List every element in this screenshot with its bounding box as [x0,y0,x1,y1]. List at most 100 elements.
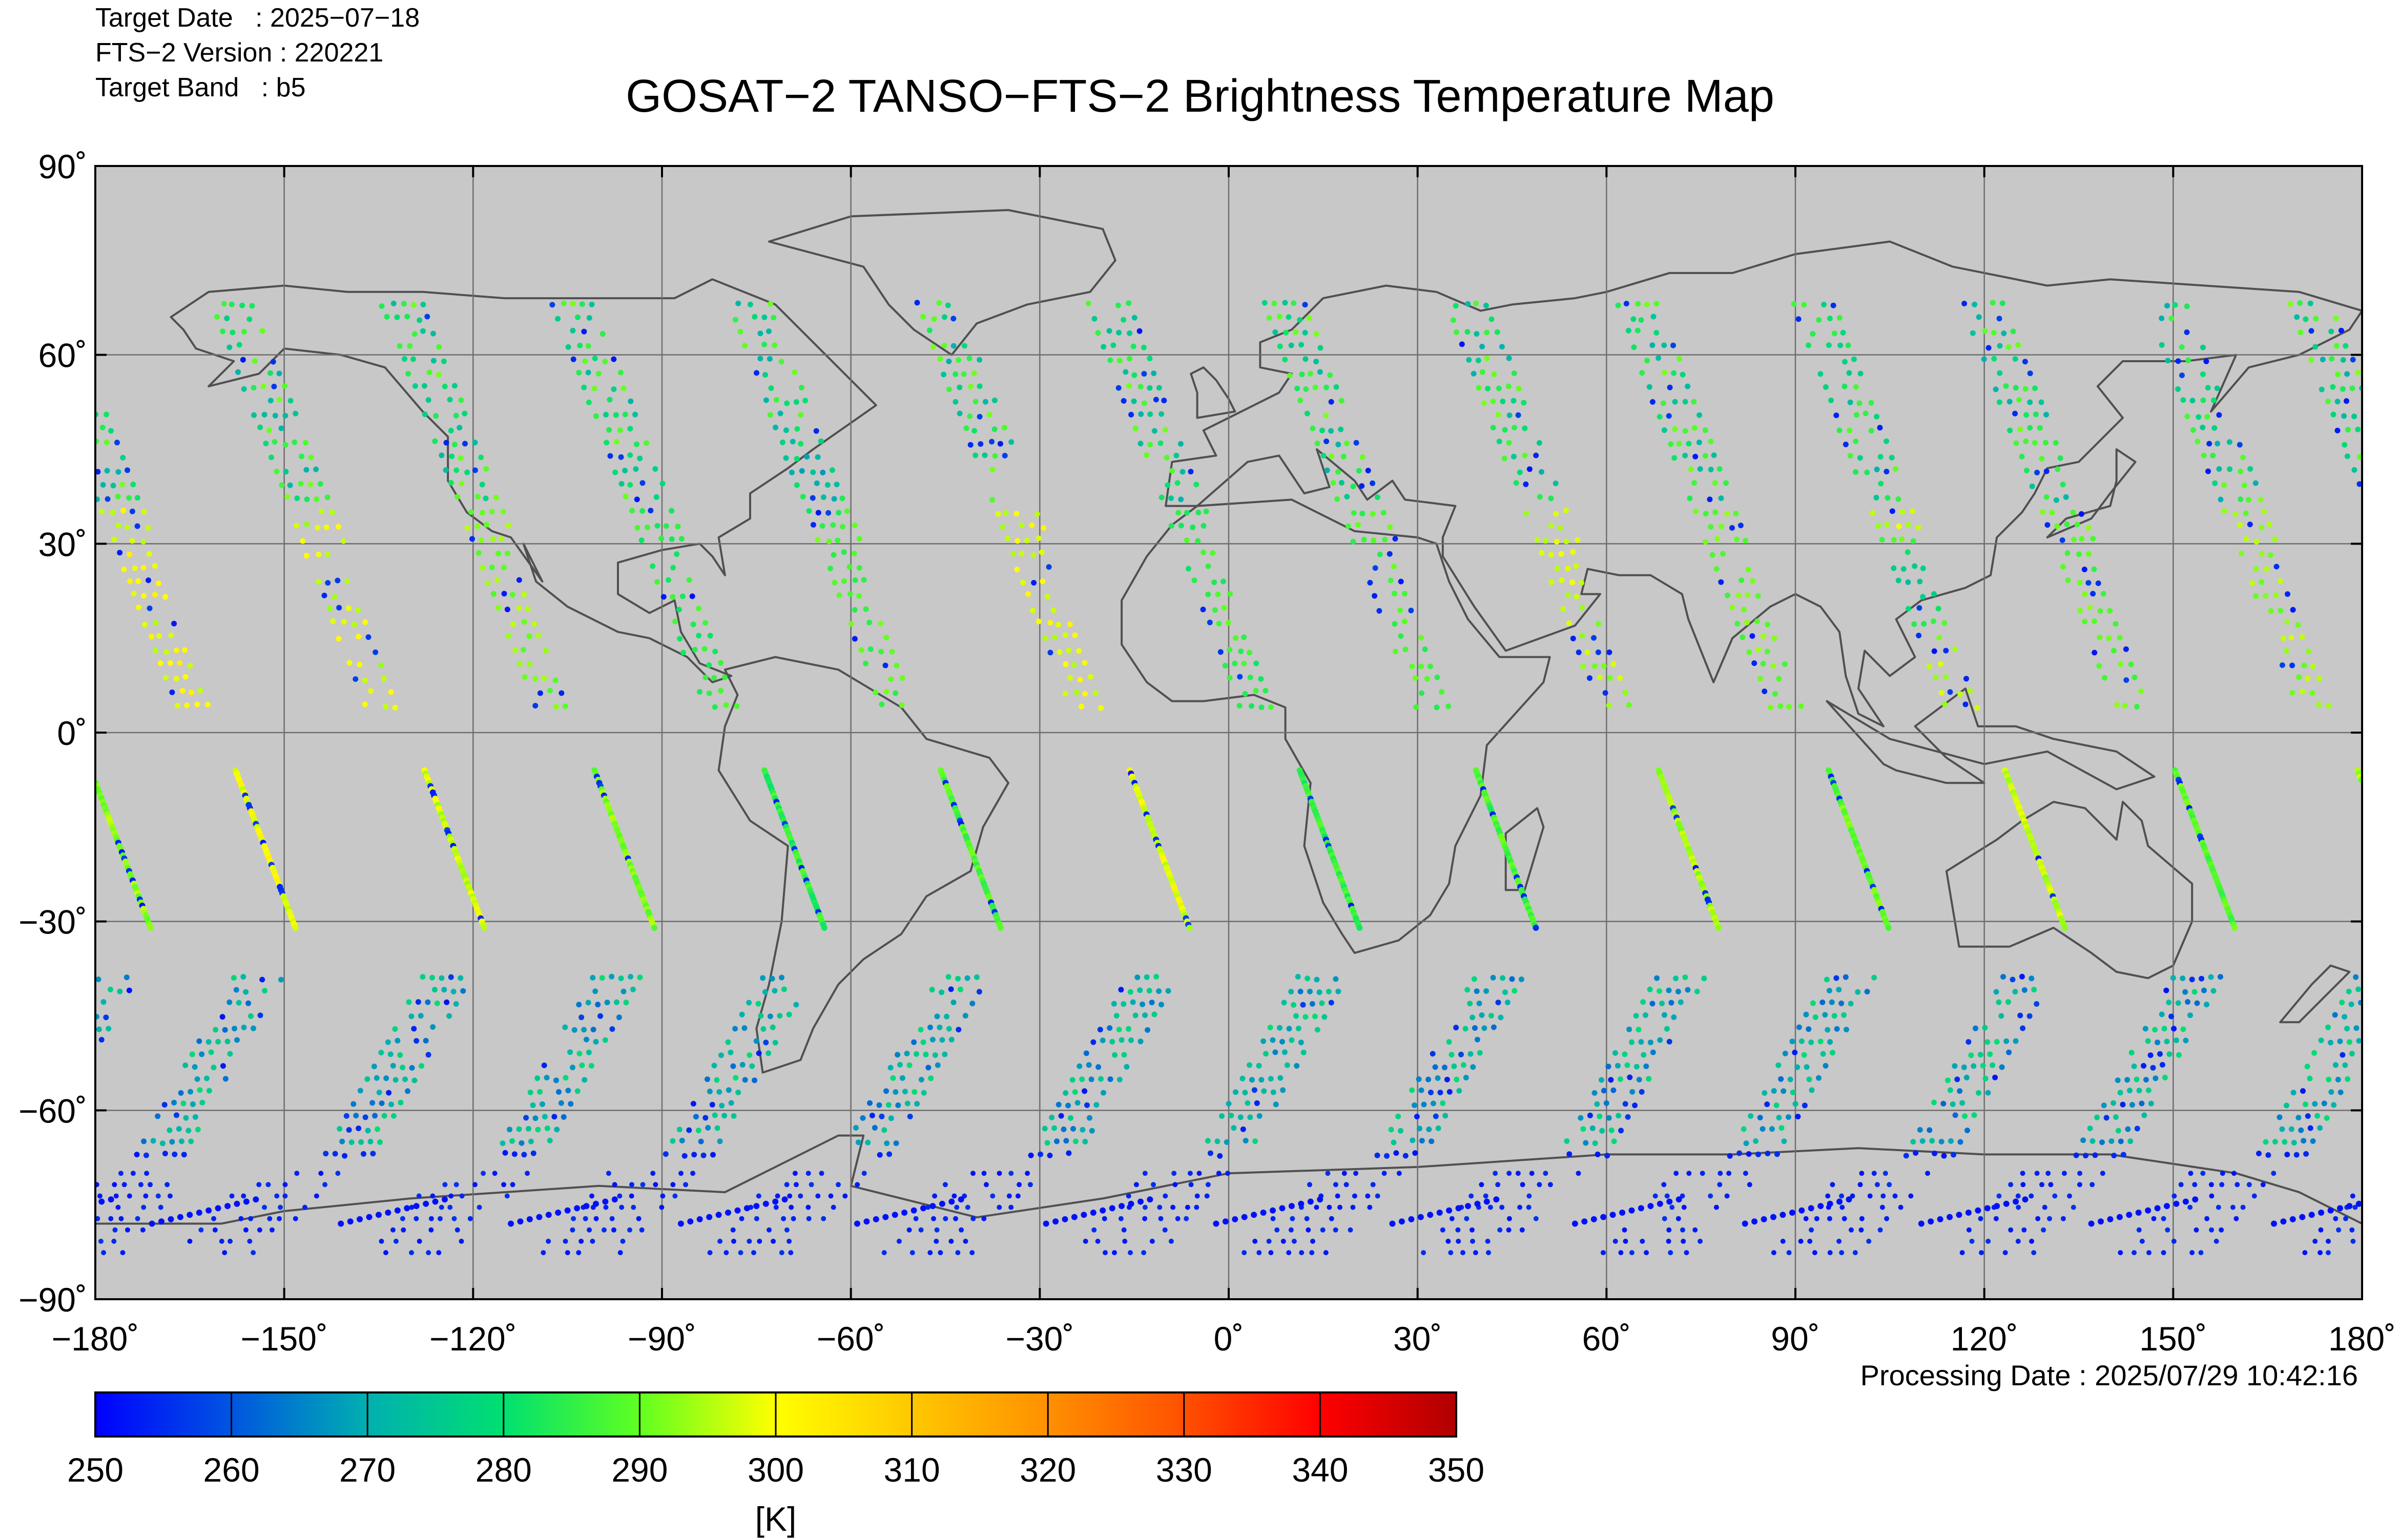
observation-point [831,1204,836,1210]
observation-point [558,1100,564,1106]
observation-point [1905,522,1911,528]
observation-point [1868,400,1874,406]
observation-point [1515,1171,1521,1176]
observation-point [2215,441,2221,447]
observation-point [1990,1062,1996,1068]
observation-point [543,648,549,654]
observation-point [1858,1227,1864,1233]
observation-point [1421,1101,1427,1108]
observation-point [815,510,821,516]
observation-point [447,1204,453,1210]
observation-point [762,1200,769,1207]
observation-point [1242,691,1248,697]
observation-point [1739,577,1745,584]
observation-point [462,441,468,447]
observation-point [1715,925,1722,931]
observation-point [1734,536,1740,543]
observation-point [346,1127,352,1133]
observation-point [1460,1250,1465,1256]
observation-point [460,988,466,994]
colorbar-unit-label: [K] [755,1500,797,1538]
observation-point [1051,1125,1058,1131]
observation-point [946,386,952,392]
observation-point [369,1100,376,1106]
observation-point [1668,1250,1673,1256]
observation-point [1952,1063,1958,1069]
observation-point [1751,660,1757,666]
observation-point [251,412,257,418]
observation-point [882,662,888,669]
observation-point [1491,1024,1497,1030]
observation-point [792,1171,798,1176]
observation-point [2141,1112,2147,1118]
observation-point [493,494,499,501]
observation-point [2078,511,2084,517]
observation-point [1147,442,1153,448]
observation-point [1372,593,1378,599]
observation-point [1827,1200,1833,1207]
observation-point [1558,551,1564,557]
observation-point [2211,397,2217,403]
observation-point [1617,675,1623,681]
observation-point [1570,635,1576,641]
observation-point [1124,1064,1130,1070]
observation-point [1873,494,1879,501]
observation-point [756,1193,761,1199]
observation-point [590,1027,596,1033]
observation-point [861,577,867,583]
observation-point [184,702,190,709]
observation-point [2247,522,2253,528]
observation-point [1158,1216,1164,1221]
observation-point [1884,469,1890,474]
observation-point [2319,386,2325,392]
observation-point [612,1182,617,1188]
observation-point [1920,594,1926,600]
observation-point [2057,455,2063,461]
observation-point [571,1216,576,1221]
observation-point [700,1152,707,1158]
observation-point [852,577,858,583]
observation-point [1709,552,1715,558]
observation-point [1774,1151,1780,1157]
observation-point [1495,1182,1501,1188]
observation-point [416,1193,422,1199]
observation-point [1288,342,1294,348]
observation-point [1847,399,1853,405]
observation-point [914,300,920,306]
observation-point [1565,566,1571,572]
observation-point [1856,400,1863,406]
coastline-south-america [717,656,1009,1074]
observation-point [1789,1210,1795,1216]
observation-point [1233,635,1239,641]
observation-point [2214,385,2220,391]
observation-point [385,1210,391,1216]
observation-point [1682,974,1688,981]
observation-point [468,509,474,515]
observation-point [1495,1000,1501,1006]
observation-point [2240,454,2246,461]
observation-point [1345,523,1351,529]
observation-point [192,1114,198,1120]
observation-point [2265,1152,2271,1158]
observation-point [1837,315,1843,321]
observation-point [742,1077,748,1083]
observation-point [1062,1216,1068,1222]
observation-point [303,553,309,559]
observation-point [431,987,438,993]
observation-point [1013,511,1020,517]
observation-point [1128,1037,1134,1043]
observation-point [1624,1062,1630,1068]
observation-point [2141,1063,2147,1069]
observation-point [927,1024,933,1030]
observation-point [2044,522,2051,528]
observation-point [453,467,460,473]
observation-point [1335,442,1341,448]
observation-point [841,549,847,555]
observation-point [1396,1171,1402,1176]
observation-point [1526,1204,1532,1210]
observation-point [1601,663,1607,669]
observation-point [609,1216,615,1221]
observation-point [695,1128,701,1133]
observation-point [1113,1013,1120,1019]
observation-point [622,468,628,473]
